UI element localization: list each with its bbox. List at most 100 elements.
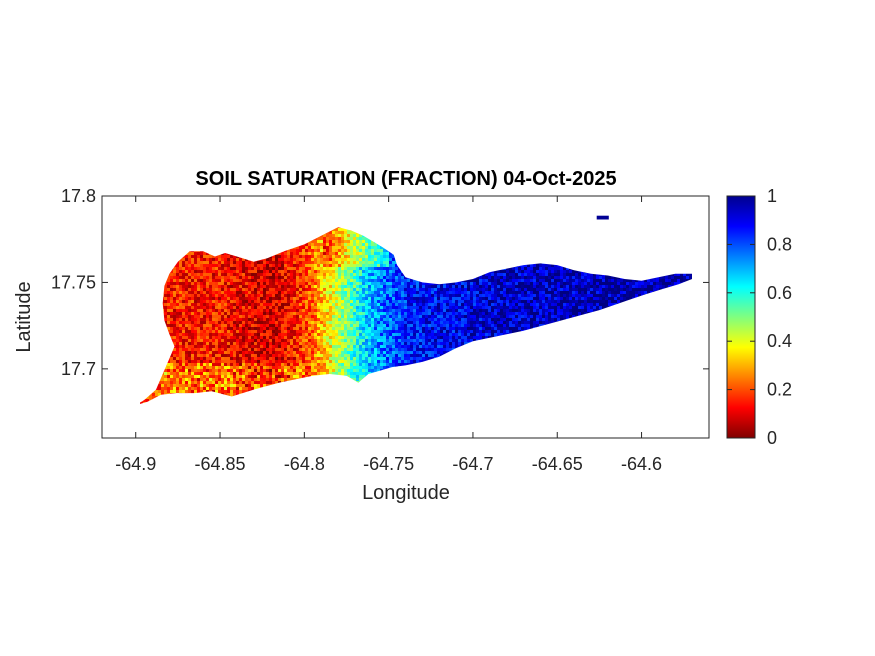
saturation-cell — [287, 279, 290, 282]
saturation-cell — [308, 303, 311, 306]
saturation-cell — [221, 354, 224, 357]
saturation-cell — [212, 351, 215, 354]
saturation-cell — [266, 279, 269, 282]
saturation-cell — [323, 297, 326, 300]
saturation-cell — [284, 279, 287, 282]
saturation-cell — [242, 363, 245, 366]
saturation-cell — [338, 243, 341, 246]
saturation-cell — [230, 318, 233, 321]
saturation-cell — [332, 357, 335, 360]
saturation-cell — [164, 369, 167, 372]
saturation-cell — [209, 294, 212, 297]
saturation-cell — [173, 381, 176, 384]
saturation-cell — [320, 339, 323, 342]
saturation-cell — [344, 354, 347, 357]
saturation-cell — [221, 387, 224, 390]
saturation-cell — [230, 375, 233, 378]
saturation-cell — [338, 276, 341, 279]
saturation-cell — [233, 378, 236, 381]
saturation-cell — [233, 393, 236, 396]
saturation-cell — [278, 378, 281, 381]
saturation-cell — [278, 252, 281, 255]
saturation-cell — [323, 330, 326, 333]
saturation-cell — [365, 366, 368, 369]
saturation-cell — [374, 261, 377, 264]
saturation-cell — [296, 285, 299, 288]
saturation-cell — [362, 261, 365, 264]
saturation-cell — [242, 258, 245, 261]
saturation-cell — [233, 387, 236, 390]
saturation-cell — [254, 264, 257, 267]
saturation-cell — [296, 333, 299, 336]
saturation-cell — [230, 276, 233, 279]
saturation-cell — [236, 387, 239, 390]
saturation-cell — [203, 279, 206, 282]
saturation-cell — [209, 258, 212, 261]
saturation-cell — [311, 309, 314, 312]
saturation-cell — [287, 348, 290, 351]
saturation-cell — [374, 303, 377, 306]
saturation-cell — [287, 372, 290, 375]
saturation-cell — [230, 378, 233, 381]
saturation-cell — [164, 315, 167, 318]
saturation-cell — [308, 297, 311, 300]
saturation-cell — [329, 324, 332, 327]
saturation-cell — [209, 273, 212, 276]
saturation-cell — [206, 348, 209, 351]
saturation-cell — [359, 252, 362, 255]
saturation-cell — [221, 384, 224, 387]
saturation-cell — [329, 252, 332, 255]
saturation-cell — [350, 258, 353, 261]
saturation-cell — [176, 306, 179, 309]
saturation-cell — [314, 372, 317, 375]
saturation-cell — [305, 321, 308, 324]
saturation-cell — [281, 375, 284, 378]
saturation-cell — [218, 336, 221, 339]
saturation-cell — [296, 246, 299, 249]
saturation-cell — [260, 339, 263, 342]
saturation-cell — [242, 303, 245, 306]
saturation-cell — [311, 369, 314, 372]
saturation-cell — [326, 363, 329, 366]
saturation-cell — [362, 375, 365, 378]
saturation-cell — [263, 363, 266, 366]
saturation-cell — [341, 261, 344, 264]
saturation-cell — [269, 354, 272, 357]
saturation-cell — [344, 291, 347, 294]
saturation-cell — [329, 321, 332, 324]
saturation-cell — [176, 321, 179, 324]
saturation-cell — [230, 261, 233, 264]
saturation-cell — [287, 252, 290, 255]
saturation-cell — [323, 288, 326, 291]
saturation-cell — [242, 348, 245, 351]
saturation-cell — [365, 303, 368, 306]
saturation-cell — [257, 270, 260, 273]
saturation-cell — [293, 369, 296, 372]
saturation-cell — [203, 381, 206, 384]
saturation-cell — [239, 315, 242, 318]
saturation-cell — [215, 279, 218, 282]
saturation-cell — [290, 312, 293, 315]
saturation-cell — [197, 339, 200, 342]
saturation-cell — [308, 345, 311, 348]
saturation-cell — [218, 372, 221, 375]
saturation-cell — [212, 381, 215, 384]
saturation-cell — [200, 273, 203, 276]
saturation-cell — [218, 273, 221, 276]
saturation-cell — [212, 294, 215, 297]
saturation-cell — [266, 300, 269, 303]
saturation-cell — [164, 291, 167, 294]
saturation-cell — [314, 291, 317, 294]
saturation-cell — [275, 285, 278, 288]
saturation-cell — [200, 390, 203, 393]
saturation-cell — [371, 297, 374, 300]
saturation-cell — [230, 309, 233, 312]
saturation-cell — [179, 300, 182, 303]
saturation-cell — [341, 360, 344, 363]
saturation-cell — [230, 315, 233, 318]
saturation-cell — [356, 357, 359, 360]
saturation-cell — [305, 354, 308, 357]
saturation-cell — [314, 285, 317, 288]
saturation-cell — [287, 327, 290, 330]
saturation-cell — [167, 318, 170, 321]
